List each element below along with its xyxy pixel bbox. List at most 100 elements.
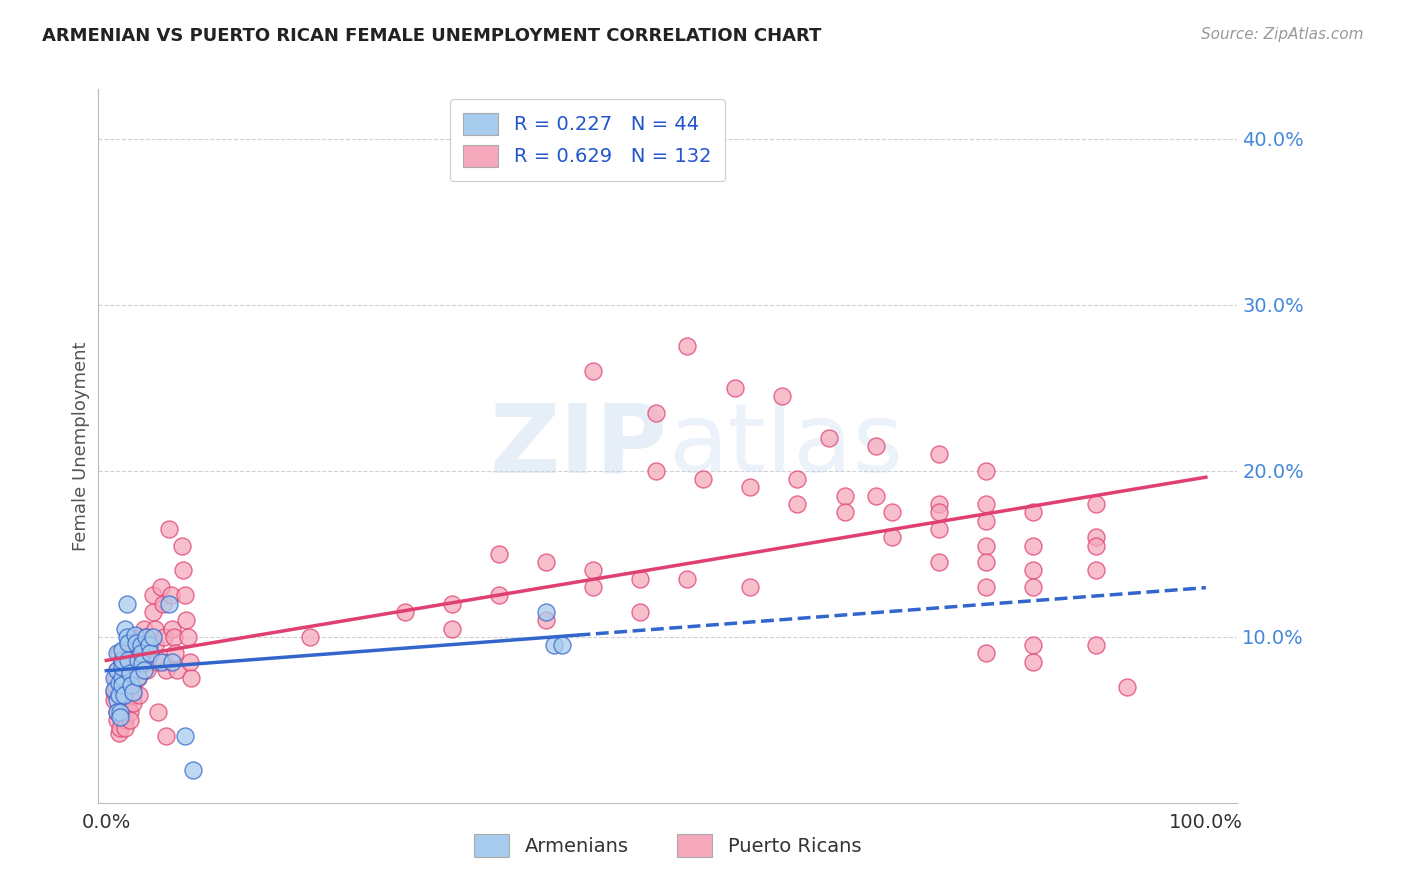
- Point: [1084, 638, 1107, 652]
- Point: [159, 588, 181, 602]
- Point: [145, 655, 167, 669]
- Point: [928, 505, 950, 519]
- Point: [928, 522, 950, 536]
- Point: [114, 721, 136, 735]
- Point: [125, 636, 148, 650]
- Point: [104, 671, 127, 685]
- Point: [1022, 539, 1045, 553]
- Point: [124, 638, 146, 652]
- Point: [118, 705, 141, 719]
- Point: [131, 655, 153, 669]
- Point: [112, 705, 135, 719]
- Point: [440, 622, 463, 636]
- Point: [928, 497, 950, 511]
- Point: [127, 630, 149, 644]
- Point: [153, 630, 176, 644]
- Point: [105, 663, 128, 677]
- Point: [111, 659, 134, 673]
- Point: [131, 657, 153, 671]
- Point: [645, 406, 668, 420]
- Point: [103, 682, 125, 697]
- Point: [880, 505, 903, 519]
- Point: [117, 636, 139, 650]
- Point: [110, 709, 132, 723]
- Point: [974, 514, 997, 528]
- Point: [143, 622, 166, 636]
- Point: [127, 663, 149, 677]
- Point: [111, 663, 134, 677]
- Point: [108, 647, 131, 661]
- Point: [488, 547, 510, 561]
- Point: [104, 680, 127, 694]
- Text: ARMENIAN VS PUERTO RICAN FEMALE UNEMPLOYMENT CORRELATION CHART: ARMENIAN VS PUERTO RICAN FEMALE UNEMPLOY…: [42, 27, 821, 45]
- Point: [150, 655, 173, 669]
- Point: [157, 597, 180, 611]
- Point: [111, 643, 134, 657]
- Point: [111, 680, 134, 694]
- Point: [176, 613, 198, 627]
- Point: [120, 663, 142, 677]
- Point: [117, 696, 139, 710]
- Point: [142, 588, 165, 602]
- Point: [1116, 680, 1139, 694]
- Point: [1022, 505, 1045, 519]
- Point: [974, 464, 997, 478]
- Point: [132, 622, 155, 636]
- Point: [534, 555, 557, 569]
- Point: [111, 670, 134, 684]
- Point: [108, 726, 131, 740]
- Point: [127, 671, 149, 685]
- Point: [120, 655, 142, 669]
- Point: [112, 688, 135, 702]
- Legend: Armenians, Puerto Ricans: Armenians, Puerto Ricans: [467, 826, 869, 864]
- Point: [157, 522, 180, 536]
- Point: [166, 663, 188, 677]
- Point: [551, 638, 574, 652]
- Point: [181, 763, 204, 777]
- Point: [117, 653, 139, 667]
- Point: [177, 630, 200, 644]
- Point: [112, 647, 135, 661]
- Point: [173, 588, 195, 602]
- Point: [115, 597, 138, 611]
- Point: [117, 663, 139, 677]
- Point: [786, 472, 808, 486]
- Text: atlas: atlas: [668, 400, 903, 492]
- Point: [128, 688, 150, 702]
- Point: [105, 713, 128, 727]
- Point: [628, 572, 651, 586]
- Point: [1084, 530, 1107, 544]
- Point: [645, 464, 668, 478]
- Point: [1022, 564, 1045, 578]
- Point: [129, 638, 152, 652]
- Point: [543, 638, 565, 652]
- Point: [122, 680, 145, 694]
- Point: [135, 638, 157, 652]
- Point: [135, 630, 157, 644]
- Point: [108, 676, 131, 690]
- Point: [170, 539, 193, 553]
- Point: [132, 663, 155, 677]
- Point: [105, 647, 128, 661]
- Point: [974, 497, 997, 511]
- Point: [155, 663, 177, 677]
- Point: [122, 684, 145, 698]
- Point: [111, 671, 134, 685]
- Point: [172, 564, 194, 578]
- Point: [974, 539, 997, 553]
- Point: [628, 605, 651, 619]
- Point: [129, 630, 152, 644]
- Point: [135, 630, 157, 644]
- Point: [125, 655, 148, 669]
- Point: [117, 688, 139, 702]
- Point: [880, 530, 903, 544]
- Point: [179, 655, 201, 669]
- Point: [105, 705, 128, 719]
- Point: [740, 580, 762, 594]
- Point: [153, 655, 176, 669]
- Point: [582, 364, 605, 378]
- Point: [136, 663, 159, 677]
- Point: [676, 339, 699, 353]
- Point: [1022, 655, 1045, 669]
- Point: [740, 481, 762, 495]
